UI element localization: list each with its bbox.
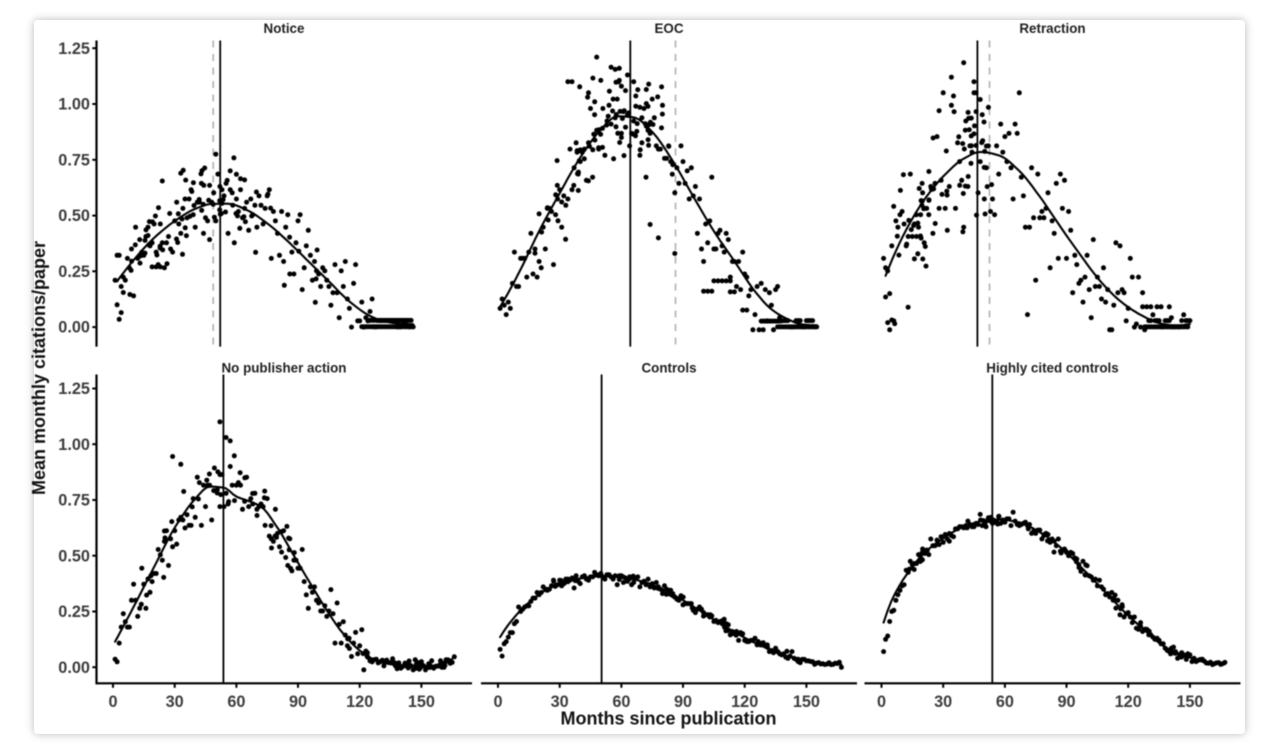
svg-text:60: 60 [612, 693, 630, 711]
svg-text:1.25: 1.25 [58, 380, 90, 398]
svg-text:Months since publication: Months since publication [560, 709, 776, 729]
svg-text:0.50: 0.50 [58, 207, 90, 225]
svg-text:No publisher action: No publisher action [222, 361, 347, 376]
svg-text:0.50: 0.50 [58, 547, 90, 565]
svg-text:Highly cited controls: Highly cited controls [986, 361, 1118, 376]
svg-text:0: 0 [877, 693, 886, 711]
svg-text:120: 120 [731, 693, 758, 711]
svg-text:0.25: 0.25 [58, 603, 90, 621]
svg-text:1.25: 1.25 [58, 40, 90, 58]
svg-text:0.00: 0.00 [58, 659, 90, 677]
svg-text:Mean monthly citations/paper: Mean monthly citations/paper [29, 241, 49, 495]
svg-text:120: 120 [346, 693, 373, 711]
svg-text:0.25: 0.25 [58, 263, 90, 281]
svg-text:Notice: Notice [264, 21, 305, 36]
svg-text:90: 90 [1057, 693, 1075, 711]
svg-text:90: 90 [674, 693, 692, 711]
svg-text:30: 30 [934, 693, 952, 711]
svg-text:30: 30 [551, 693, 569, 711]
svg-text:0: 0 [108, 693, 117, 711]
svg-text:0.00: 0.00 [58, 319, 90, 337]
svg-text:30: 30 [166, 693, 184, 711]
svg-text:150: 150 [793, 693, 820, 711]
svg-text:0.75: 0.75 [58, 492, 90, 510]
svg-text:90: 90 [289, 693, 307, 711]
svg-text:1.00: 1.00 [58, 436, 90, 454]
svg-text:Controls: Controls [641, 361, 696, 376]
svg-text:0.75: 0.75 [58, 151, 90, 169]
svg-text:EOC: EOC [654, 21, 683, 36]
svg-text:120: 120 [1115, 693, 1142, 711]
svg-text:60: 60 [227, 693, 245, 711]
svg-text:1.00: 1.00 [58, 96, 90, 114]
svg-text:150: 150 [1176, 693, 1203, 711]
svg-text:0: 0 [493, 693, 502, 711]
svg-text:60: 60 [996, 693, 1014, 711]
svg-text:Retraction: Retraction [1019, 21, 1085, 36]
svg-text:150: 150 [408, 693, 435, 711]
